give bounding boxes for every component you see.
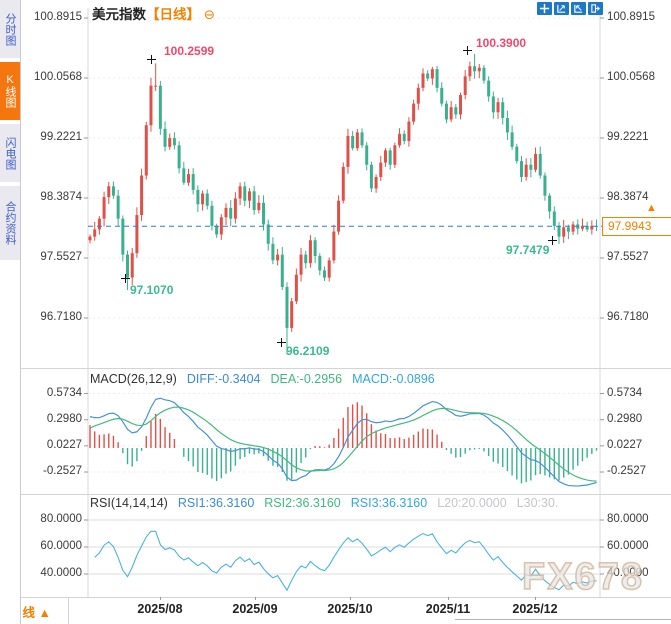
macd-name: MACD(26,12,9) <box>90 372 177 386</box>
zoom-vertical-icon[interactable] <box>571 2 586 15</box>
crosshair-mark <box>548 236 557 245</box>
time-tick-mark <box>255 597 256 600</box>
current-price-box: 97.9943 <box>602 217 671 236</box>
high-annotation: 100.3900 <box>476 36 527 50</box>
price-tick: 96.7180 <box>40 311 82 323</box>
crosshair-move-icon[interactable] <box>537 2 552 15</box>
low-annotation: 97.7479 <box>506 243 550 257</box>
time-tick-mark <box>350 597 351 600</box>
zoom-horizontal-icon[interactable] <box>554 2 569 15</box>
collapse-icon[interactable]: ⊖ <box>203 7 216 22</box>
low-annotation: 96.2109 <box>286 344 330 358</box>
rsi1-value: RSI1:36.3160 <box>177 496 255 510</box>
rsi-name: RSI(14,14,14) <box>90 496 168 510</box>
macd-tick: 0.2980 <box>607 413 643 425</box>
price-tick: 100.8915 <box>607 11 655 23</box>
price-tick: 100.8915 <box>34 11 82 23</box>
pan-reset-icon[interactable] <box>588 2 603 15</box>
price-tick: 99.2221 <box>607 131 649 143</box>
rsi-tick: 40.0000 <box>40 567 82 579</box>
price-tick: 98.3874 <box>607 191 649 203</box>
price-tick: 97.5527 <box>607 251 649 263</box>
time-scrollbar[interactable] <box>455 619 671 620</box>
time-tick: 2025/11 <box>425 602 471 616</box>
period-tag: 【日线】 <box>146 7 200 22</box>
time-tick: 2025/09 <box>232 602 278 616</box>
watermark: FX678 <box>521 555 644 599</box>
price-tick: 98.3874 <box>40 191 82 203</box>
low-annotation: 97.1070 <box>130 283 174 297</box>
macd-diff-value: DIFF:-0.3404 <box>186 372 261 386</box>
crosshair-mark <box>277 338 286 347</box>
time-tick: 2025/08 <box>137 602 183 616</box>
rsi-tick: 60.0000 <box>607 540 649 552</box>
price-tick: 100.0568 <box>34 71 82 83</box>
sidebar-item-lightning-chart[interactable]: 闪电图 <box>0 124 20 182</box>
macd-tick: 0.5734 <box>46 387 82 399</box>
period-arrow-icon: ▲ <box>38 606 51 620</box>
rsi-tick: 80.0000 <box>40 513 82 525</box>
current-price-arrow: ▲ <box>646 202 657 214</box>
time-tick: 2025/12 <box>512 602 558 616</box>
timebar-divider <box>68 597 69 624</box>
macd-tick: -0.2527 <box>607 465 647 477</box>
macd-header: MACD(26,12,9) DIFF:-0.3404 DEA:-0.2956 MACD… <box>90 372 445 386</box>
price-tick: 99.2221 <box>40 131 82 143</box>
crosshair-mark <box>463 46 472 55</box>
rsi3-value: RSI3:36.3160 <box>350 496 428 510</box>
chart-type-sidebar: 分时图 K线图 闪电图 合约资料 <box>0 0 21 624</box>
macd-tick: 0.0227 <box>607 439 643 451</box>
time-tick: 2025/10 <box>327 602 373 616</box>
sidebar-item-contract-info[interactable]: 合约资料 <box>0 186 20 260</box>
rsi-tick: 60.0000 <box>40 540 82 552</box>
rsi-tick: 80.0000 <box>607 513 649 525</box>
macd-dea-value: DEA:-0.2956 <box>270 372 343 386</box>
rsi-l30-value: L30:30. <box>516 496 559 510</box>
sidebar-item-time-chart[interactable]: 分时图 <box>0 0 20 58</box>
rsi-l20-value: L20:20.0000 <box>437 496 507 510</box>
crosshair-mark <box>147 55 156 64</box>
macd-tick: 0.2980 <box>46 413 82 425</box>
macd-macd-value: MACD:-0.0896 <box>352 372 435 386</box>
high-annotation: 100.2599 <box>164 44 215 58</box>
instrument-title: 美元指数 <box>92 7 146 22</box>
sidebar-item-kline-chart[interactable]: K线图 <box>0 62 20 120</box>
macd-tick: 0.5734 <box>607 387 643 399</box>
rsi-header: RSI(14,14,14) RSI1:36.3160 RSI2:36.3160 RSI… <box>90 496 568 510</box>
time-tick-mark <box>535 597 536 600</box>
rsi-tick: 40.0000 <box>607 567 649 579</box>
macd-tick: -0.2527 <box>42 465 82 477</box>
rsi2-value: RSI2:36.3160 <box>264 496 341 510</box>
price-tick: 100.0568 <box>607 71 655 83</box>
chart-header: 美元指数【日线】 ⊖ <box>92 3 215 23</box>
price-tick: 97.5527 <box>40 251 82 263</box>
time-tick-mark <box>448 597 449 600</box>
time-tick-mark <box>160 597 161 600</box>
chart-toolbar <box>537 2 603 15</box>
crosshair-mark <box>121 274 130 283</box>
price-tick: 96.7180 <box>607 311 649 323</box>
macd-tick: 0.0227 <box>46 439 82 451</box>
